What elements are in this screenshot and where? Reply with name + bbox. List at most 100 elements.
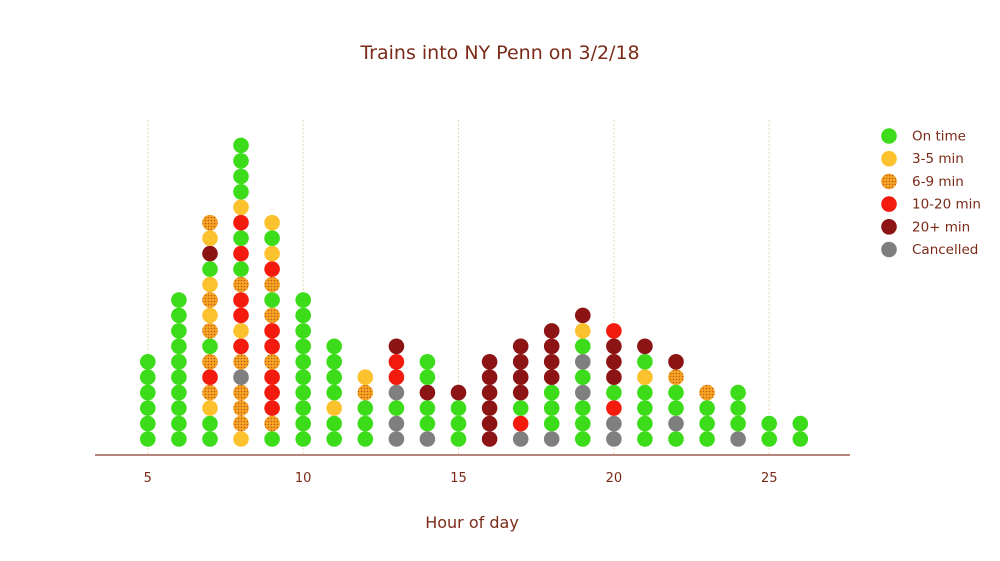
train-dot-on bbox=[295, 338, 312, 355]
train-dot-m bbox=[202, 384, 218, 401]
legend-marker bbox=[881, 219, 897, 235]
train-dot-d bbox=[481, 400, 498, 416]
train-dot-m bbox=[264, 415, 280, 432]
train-dot-on bbox=[171, 369, 187, 386]
train-dot-on bbox=[730, 400, 746, 416]
train-dot-s bbox=[202, 307, 218, 324]
train-dot-r bbox=[233, 214, 249, 231]
train-dot-r bbox=[233, 338, 249, 355]
train-dot-on bbox=[233, 261, 249, 277]
train-dot-d bbox=[481, 431, 498, 447]
train-dot-d bbox=[575, 307, 591, 324]
train-dot-s bbox=[233, 431, 249, 447]
train-dot-on bbox=[171, 338, 187, 355]
train-dot-on bbox=[450, 400, 467, 416]
train-dot-on bbox=[233, 230, 249, 246]
train-dot-c bbox=[668, 415, 684, 432]
legend-item-on[interactable]: On time bbox=[881, 128, 966, 145]
train-dot-on bbox=[637, 384, 653, 401]
train-dot-m bbox=[264, 354, 280, 370]
train-dot-d bbox=[202, 245, 218, 262]
train-dot-on bbox=[171, 415, 187, 432]
legend-item-s[interactable]: 3-5 min bbox=[881, 150, 964, 167]
train-dot-on bbox=[295, 384, 312, 401]
train-dot-c bbox=[606, 431, 622, 447]
train-dot-on bbox=[575, 431, 591, 447]
train-dot-on bbox=[637, 431, 653, 447]
train-dot-on bbox=[326, 431, 343, 447]
train-dot-m bbox=[233, 354, 249, 370]
train-dot-r bbox=[264, 338, 280, 355]
train-dot-on bbox=[233, 137, 249, 154]
train-dot-r bbox=[606, 400, 622, 416]
train-dot-on bbox=[419, 369, 436, 386]
train-dot-m bbox=[202, 292, 218, 308]
train-dot-m bbox=[264, 276, 280, 293]
legend-item-m[interactable]: 6-9 min bbox=[881, 173, 964, 190]
train-dot-d bbox=[450, 384, 467, 401]
train-dot-m bbox=[233, 400, 249, 416]
x-tick-label: 25 bbox=[761, 471, 778, 486]
train-dot-on bbox=[668, 431, 684, 447]
train-dot-on bbox=[171, 292, 187, 308]
train-dot-r bbox=[264, 400, 280, 416]
train-dot-r bbox=[512, 415, 529, 432]
train-dot-d bbox=[606, 369, 622, 386]
train-dot-r bbox=[388, 369, 405, 386]
train-dot-r bbox=[264, 384, 280, 401]
train-dot-s bbox=[357, 369, 374, 386]
train-dot-on bbox=[295, 400, 312, 416]
train-dot-s bbox=[326, 400, 343, 416]
train-dot-m bbox=[233, 384, 249, 401]
x-tick-labels: 5 10 15 20 25 bbox=[144, 471, 778, 486]
train-dot-m bbox=[202, 214, 218, 231]
train-dot-on bbox=[543, 384, 560, 401]
train-dot-on bbox=[295, 369, 312, 386]
train-dot-s bbox=[202, 230, 218, 246]
train-dot-c bbox=[388, 384, 405, 401]
x-tick-label: 20 bbox=[606, 471, 623, 486]
train-dot-d bbox=[481, 415, 498, 432]
train-dot-s bbox=[264, 214, 280, 231]
legend-item-d[interactable]: 20+ min bbox=[881, 219, 970, 235]
train-dot-d bbox=[543, 369, 560, 386]
x-tick-label: 5 bbox=[144, 471, 152, 486]
train-dot-on bbox=[450, 415, 467, 432]
legend-marker bbox=[881, 241, 897, 258]
train-dot-c bbox=[575, 354, 591, 370]
train-dot-on bbox=[357, 415, 374, 432]
train-dot-d bbox=[606, 338, 622, 355]
train-dot-on bbox=[326, 338, 343, 355]
train-dot-on bbox=[419, 354, 436, 370]
legend[interactable]: On time 3-5 min 6-9 min 10-20 min 20+ min Can… bbox=[881, 128, 981, 258]
train-dot-on bbox=[637, 400, 653, 416]
train-dot-c bbox=[606, 415, 622, 432]
train-dot-r bbox=[233, 245, 249, 262]
train-dot-d bbox=[481, 384, 498, 401]
x-tick-label: 10 bbox=[295, 471, 312, 486]
train-dot-m bbox=[202, 354, 218, 370]
train-dot-on bbox=[606, 384, 622, 401]
train-dot-r bbox=[264, 261, 280, 277]
train-dot-on bbox=[295, 354, 312, 370]
train-dot-m bbox=[264, 307, 280, 324]
train-dot-on bbox=[264, 292, 280, 308]
train-dot-on bbox=[233, 184, 249, 200]
data-points bbox=[140, 137, 809, 447]
train-dot-on bbox=[140, 384, 156, 401]
train-dot-d bbox=[512, 384, 529, 401]
train-dot-c bbox=[543, 431, 560, 447]
train-dot-c bbox=[388, 415, 405, 432]
train-dot-on bbox=[326, 415, 343, 432]
train-dot-d bbox=[512, 354, 529, 370]
legend-item-r[interactable]: 10-20 min bbox=[881, 196, 981, 213]
train-dot-on bbox=[264, 230, 280, 246]
train-dot-on bbox=[202, 261, 218, 277]
train-dot-on bbox=[543, 415, 560, 432]
train-dot-r bbox=[264, 369, 280, 386]
train-dot-on bbox=[730, 415, 746, 432]
legend-label: Cancelled bbox=[912, 242, 978, 258]
legend-item-c[interactable]: Cancelled bbox=[881, 241, 978, 258]
train-dot-on bbox=[295, 415, 312, 432]
train-dot-on bbox=[140, 431, 156, 447]
